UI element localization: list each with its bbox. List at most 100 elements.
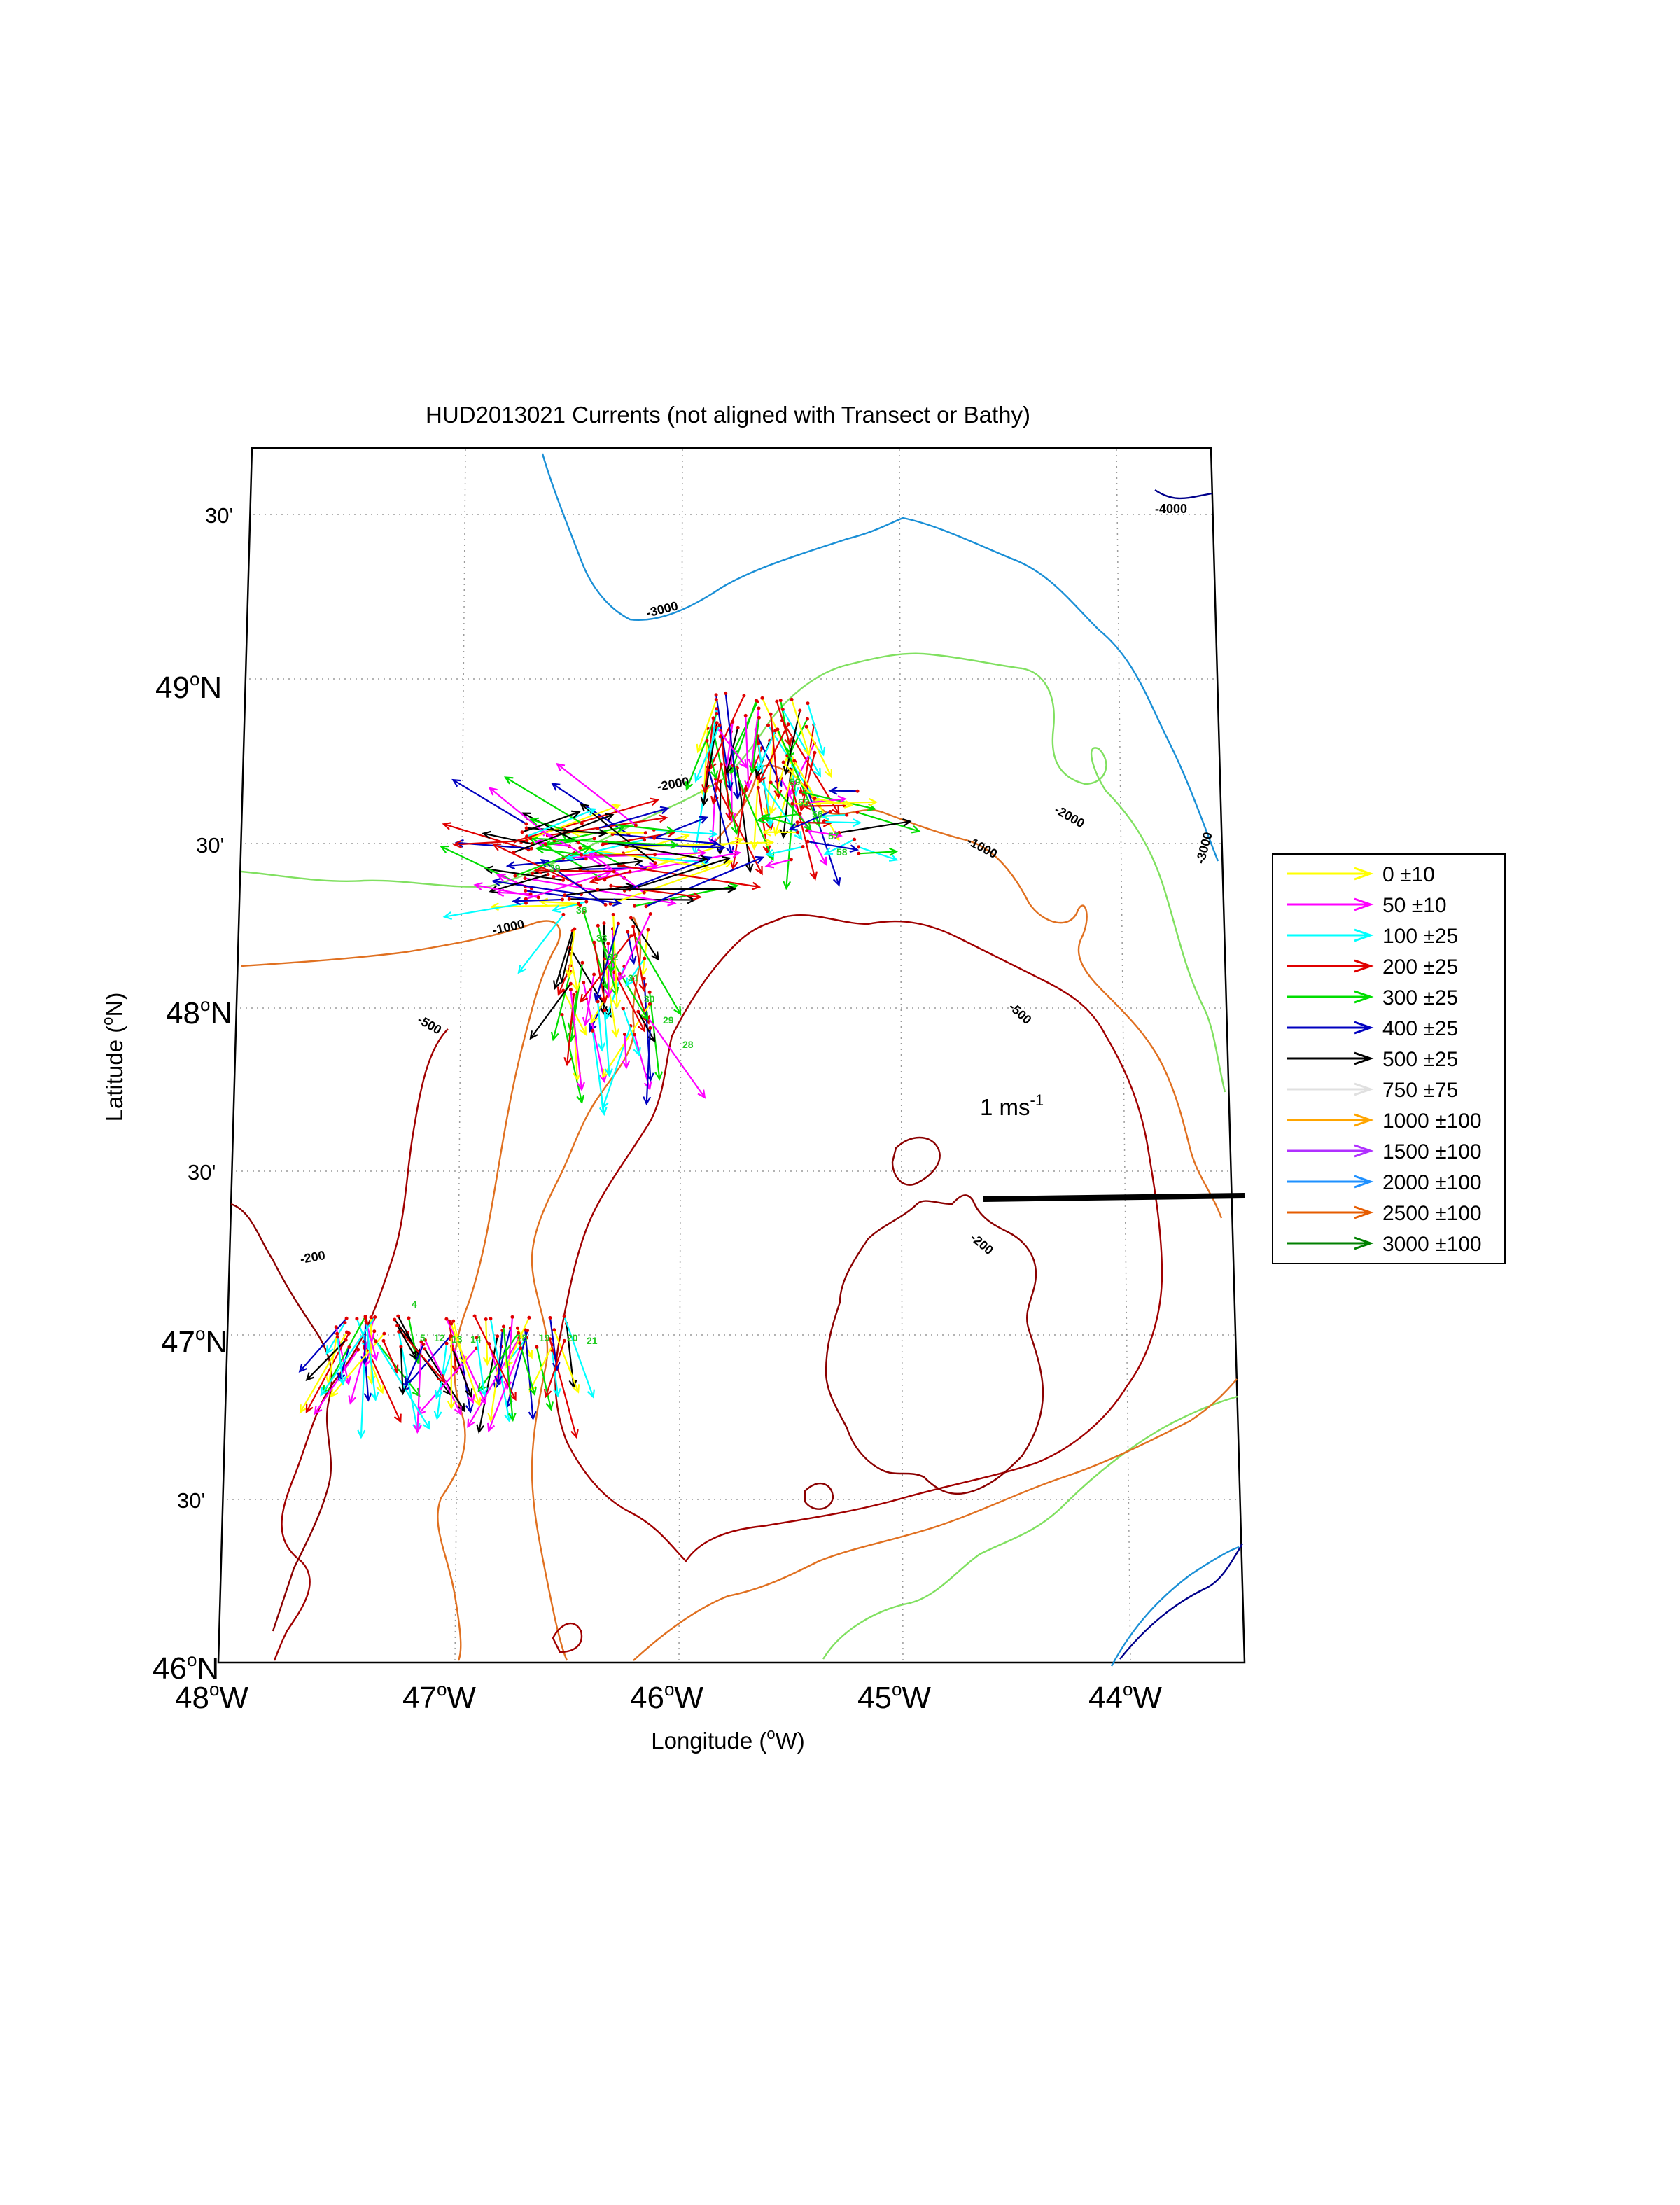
current-vector-head xyxy=(607,965,616,974)
station-dot xyxy=(828,810,832,813)
current-vector-head xyxy=(598,1106,608,1116)
station-dot xyxy=(363,1316,368,1320)
station-dot xyxy=(335,1331,340,1336)
station-dot xyxy=(520,830,524,834)
station-dot xyxy=(523,876,527,881)
current-vector-head xyxy=(367,1375,376,1385)
current-vector xyxy=(607,943,610,997)
current-vector-head xyxy=(696,743,704,754)
station-number: 30 xyxy=(644,993,655,1004)
current-vector xyxy=(830,790,858,792)
y-tick-label: 47oN xyxy=(161,1323,227,1359)
current-vector xyxy=(766,858,792,867)
legend-arrowhead xyxy=(1354,1236,1374,1250)
current-vector-head xyxy=(326,1345,334,1355)
current-vector xyxy=(337,1336,344,1385)
current-vector-head xyxy=(902,818,912,827)
current-vector xyxy=(766,846,804,855)
legend-label: 500 ±25 xyxy=(1382,1048,1458,1071)
current-vector-head xyxy=(604,1068,613,1078)
current-vector xyxy=(858,846,897,861)
station-dot xyxy=(603,1008,607,1012)
current-vector-head xyxy=(416,1406,426,1416)
current-vector-head xyxy=(731,825,740,836)
current-vector-head xyxy=(817,746,826,757)
current-vector xyxy=(552,971,572,1040)
station-dot xyxy=(743,713,748,718)
current-vector xyxy=(821,814,847,817)
station-dot xyxy=(444,1317,449,1321)
station-dot xyxy=(501,1324,505,1329)
station-number: 55 xyxy=(798,797,809,808)
station-dot xyxy=(612,869,616,874)
station-dot xyxy=(528,892,533,896)
current-vector xyxy=(328,1334,338,1385)
current-vector xyxy=(513,898,563,902)
current-vector xyxy=(570,989,583,1090)
station-dot xyxy=(525,834,529,839)
current-vector xyxy=(483,832,533,845)
station-dot xyxy=(552,1328,556,1332)
current-vector xyxy=(530,837,678,846)
current-vector xyxy=(580,803,656,864)
current-vector-head xyxy=(612,1000,622,1009)
station-dot xyxy=(653,861,657,865)
current-vector-head xyxy=(509,1391,517,1401)
legend-entry: 300 ±25 xyxy=(1287,986,1458,1009)
station-dot xyxy=(524,901,528,905)
current-vector-head xyxy=(832,806,840,816)
station-dot xyxy=(518,1341,522,1345)
current-vector xyxy=(730,700,757,774)
current-vector xyxy=(634,934,682,1014)
map-plot-area: -4000 -3000 -2000 -2000 -1000 -1000 -300… xyxy=(217,447,1246,1667)
contour-200 xyxy=(804,1483,834,1510)
current-vector-head xyxy=(580,803,589,812)
current-vector-head xyxy=(622,1060,631,1070)
current-vector xyxy=(770,755,788,814)
station-dot xyxy=(857,851,861,855)
current-vector-head xyxy=(670,840,680,849)
station-dot xyxy=(622,1007,625,1011)
current-vector xyxy=(396,1325,417,1359)
station-number: 59 xyxy=(790,776,801,788)
station-dot xyxy=(528,836,533,841)
current-vector-head xyxy=(544,1388,552,1399)
current-vector xyxy=(452,1321,465,1364)
station-dot xyxy=(582,981,586,984)
station-dot xyxy=(648,912,652,916)
station-dot xyxy=(714,693,718,697)
station-dot xyxy=(652,836,657,840)
current-vector xyxy=(513,813,613,853)
station-dot xyxy=(644,904,648,909)
current-vector xyxy=(556,763,637,826)
current-vector-head xyxy=(479,1395,487,1406)
current-vector xyxy=(398,1331,419,1432)
current-vector-head xyxy=(370,1392,379,1401)
station-dot xyxy=(629,916,633,920)
station-dot xyxy=(334,1325,338,1329)
legend-arrowhead xyxy=(1354,1021,1374,1035)
station-dot xyxy=(572,993,576,996)
legend-arrowhead xyxy=(1354,897,1374,911)
current-vector-head xyxy=(599,995,608,1005)
current-vector xyxy=(475,1337,486,1396)
station-dot xyxy=(629,934,634,938)
station-dot xyxy=(643,956,647,960)
current-vector xyxy=(697,699,718,752)
station-dot xyxy=(449,1334,454,1338)
current-vector-head xyxy=(422,1420,431,1431)
current-vector-head xyxy=(529,817,539,825)
current-vector-head xyxy=(774,790,783,799)
current-vector xyxy=(857,811,920,832)
current-vector xyxy=(597,807,668,830)
station-dot xyxy=(449,1322,454,1326)
current-vector xyxy=(299,1317,347,1372)
current-vector-head xyxy=(489,902,499,911)
current-vector xyxy=(648,1017,706,1098)
station-dot xyxy=(705,738,709,743)
current-vector xyxy=(645,1028,651,1104)
y-tick-label: 49oN xyxy=(155,668,222,705)
current-vector-head xyxy=(794,831,803,841)
station-dot xyxy=(792,759,797,763)
station-dot xyxy=(790,697,794,701)
